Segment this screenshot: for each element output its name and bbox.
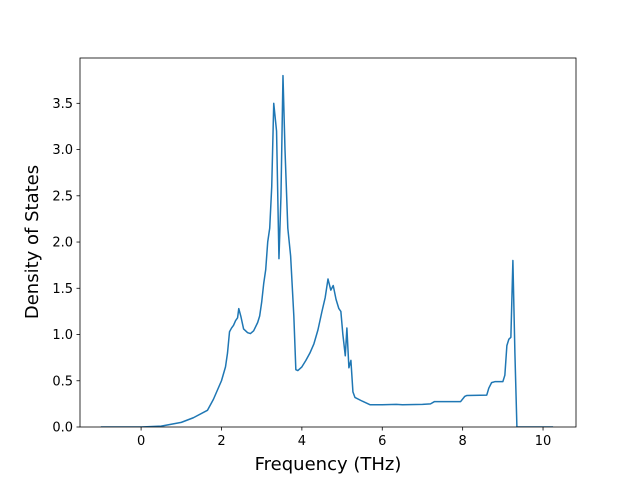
line xyxy=(100,74,554,427)
y-tick-label: 2.0 xyxy=(52,236,73,251)
y-axis-label: Density of States xyxy=(22,165,43,319)
y-tick-label: 1.0 xyxy=(52,328,73,343)
plot-frame xyxy=(79,57,577,428)
y-tick-label: 1.5 xyxy=(52,282,73,297)
y-tick-label: 0.5 xyxy=(52,374,73,389)
x-tick-label: 6 xyxy=(378,434,386,449)
x-tick-label: 8 xyxy=(459,434,467,449)
y-tick-label: 0.0 xyxy=(52,421,73,436)
x-tick-label: 10 xyxy=(535,434,552,449)
y-tick-label: 2.5 xyxy=(52,189,73,204)
x-tick-label: 2 xyxy=(217,434,225,449)
x-axis-label: Frequency (THz) xyxy=(255,454,402,475)
x-tick-label: 0 xyxy=(137,434,145,449)
x-tick-label: 4 xyxy=(298,434,306,449)
y-tick-label: 3.5 xyxy=(52,97,73,112)
y-tick-label: 3.0 xyxy=(52,143,73,158)
